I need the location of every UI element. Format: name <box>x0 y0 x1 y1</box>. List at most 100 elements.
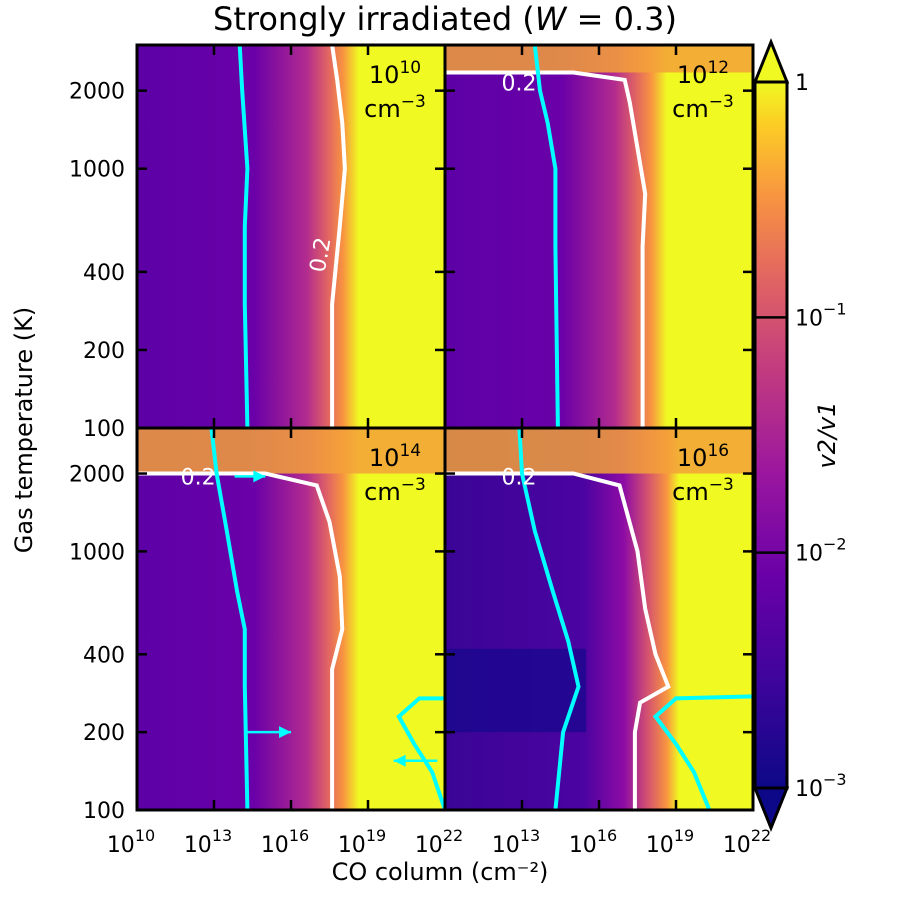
y-tick-label: 2000 <box>69 80 125 105</box>
contour-0p2-line <box>137 471 345 810</box>
contour-label: 0.2 <box>306 236 337 275</box>
density-label-unit: cm−3 <box>672 475 734 506</box>
density-mantissa: 10 <box>369 444 400 472</box>
x-tick-mantissa: 10 <box>723 833 751 858</box>
density-mantissa: 10 <box>677 444 708 472</box>
x-tick-mantissa: 10 <box>184 833 212 858</box>
density-unit: cm <box>364 95 401 123</box>
y-tick-label: 200 <box>83 339 125 364</box>
colorbar-tick-mantissa: 1 <box>795 71 809 96</box>
x-tick-exponent: 22 <box>751 826 771 845</box>
x-tick-exponent: 16 <box>289 826 309 845</box>
x-tick-exponent: 13 <box>212 826 232 845</box>
x-tick-exponent: 13 <box>520 826 540 845</box>
colorbar-tick-label: 10−2 <box>795 535 847 567</box>
colorbar-top-extension <box>752 37 790 84</box>
colorbar-tick-label: 1 <box>795 71 809 96</box>
colorbar-tick-exponent: −2 <box>823 535 847 554</box>
colorbar-tick-mantissa: 10 <box>795 542 823 567</box>
arrow-head <box>253 470 266 483</box>
y-tick-label: 100 <box>83 417 125 442</box>
x-tick-label: 1013 <box>184 826 232 858</box>
y-axis-title: Gas temperature (K) <box>10 307 38 553</box>
y-tick-label: 200 <box>83 721 125 746</box>
density-unit-exponent: −3 <box>401 475 426 495</box>
panel-heatmap-2 <box>445 45 753 428</box>
colorbar-tick-mantissa: 10 <box>795 777 823 802</box>
density-unit: cm <box>672 95 709 123</box>
contour-cyan-line <box>517 427 581 811</box>
density-label-unit: cm−3 <box>364 475 426 506</box>
density-label-unit: cm−3 <box>672 92 734 123</box>
x-tick-mantissa: 10 <box>107 833 135 858</box>
panel-cold-band <box>445 648 587 733</box>
contour-cyan-line <box>532 44 560 429</box>
colorbar-tick-label: 10−3 <box>795 770 847 802</box>
x-tick-mantissa: 10 <box>569 833 597 858</box>
density-unit-exponent: −3 <box>709 475 734 495</box>
chart-title-prefix: Strongly irradiated ( <box>213 0 535 38</box>
density-label-value: 1016 <box>677 441 729 472</box>
x-tick-label: 1022 <box>723 826 771 858</box>
chart-title-suffix: = 0.3) <box>566 0 677 38</box>
y-tick-label: 1000 <box>69 540 125 565</box>
density-exponent: 16 <box>707 441 729 461</box>
x-tick-exponent: 10 <box>135 826 155 845</box>
x-tick-mantissa: 10 <box>646 833 674 858</box>
y-tick-label: 2000 <box>69 463 125 488</box>
x-tick-label: 1022 <box>415 826 463 858</box>
colorbar-bottom-extension <box>752 786 790 833</box>
x-tick-label: 1016 <box>569 826 617 858</box>
contour-label: 0.2 <box>501 465 536 490</box>
y-tick-label: 100 <box>83 799 125 824</box>
x-tick-labels: 1010 1013 1016 1019 1022 1013 1016 1019 1022 <box>107 826 771 858</box>
colorbar-gradient <box>753 80 789 790</box>
density-exponent: 10 <box>399 58 421 78</box>
panel-heatmap-3 <box>137 428 445 810</box>
contour-0p2-line <box>330 44 347 428</box>
arrow-head <box>279 726 291 739</box>
contour-cyan-line <box>209 427 250 811</box>
density-mantissa: 10 <box>369 61 400 89</box>
colorbar-tick-exponent: −1 <box>823 299 847 318</box>
colorbar: 110−110−210−3 v2/v1 <box>752 37 847 833</box>
x-tick-exponent: 22 <box>443 826 463 845</box>
x-tick-label: 1010 <box>107 826 155 858</box>
x-tick-mantissa: 10 <box>492 833 520 858</box>
contour-cyan-branch <box>652 694 754 811</box>
panel-heatmap-4 <box>445 428 753 810</box>
density-label-value: 1012 <box>677 58 729 89</box>
x-axis-title: CO column (cm⁻²) <box>332 858 549 886</box>
contour-cyan-branch <box>396 696 447 811</box>
x-tick-exponent: 16 <box>597 826 617 845</box>
x-tick-label: 1019 <box>338 826 386 858</box>
density-label-unit: cm−3 <box>364 92 426 123</box>
density-label-value: 1010 <box>369 58 421 89</box>
y-tick-label: 1000 <box>69 158 125 183</box>
x-tick-label: 1019 <box>646 826 694 858</box>
y-tick-label: 400 <box>83 643 125 668</box>
colorbar-tick-mantissa: 10 <box>795 306 823 331</box>
density-exponent: 14 <box>399 441 421 461</box>
contour-label: 0.2 <box>501 72 536 97</box>
x-tick-exponent: 19 <box>366 826 386 845</box>
density-unit: cm <box>364 478 401 506</box>
x-tick-mantissa: 10 <box>338 833 366 858</box>
x-tick-mantissa: 10 <box>261 833 289 858</box>
colorbar-label: v2/v1 <box>813 401 841 468</box>
panel-heatmap-1 <box>137 45 445 428</box>
contour-0p2-line <box>445 70 648 428</box>
x-tick-label: 1013 <box>492 826 540 858</box>
density-exponent: 12 <box>707 58 729 78</box>
colorbar-ticks: 110−110−210−3 <box>755 71 847 802</box>
density-unit-exponent: −3 <box>709 92 734 112</box>
chart-title: Strongly irradiated (W = 0.3) <box>213 0 677 38</box>
density-label-value: 1014 <box>369 441 421 472</box>
contour-cyan-line <box>237 44 250 429</box>
